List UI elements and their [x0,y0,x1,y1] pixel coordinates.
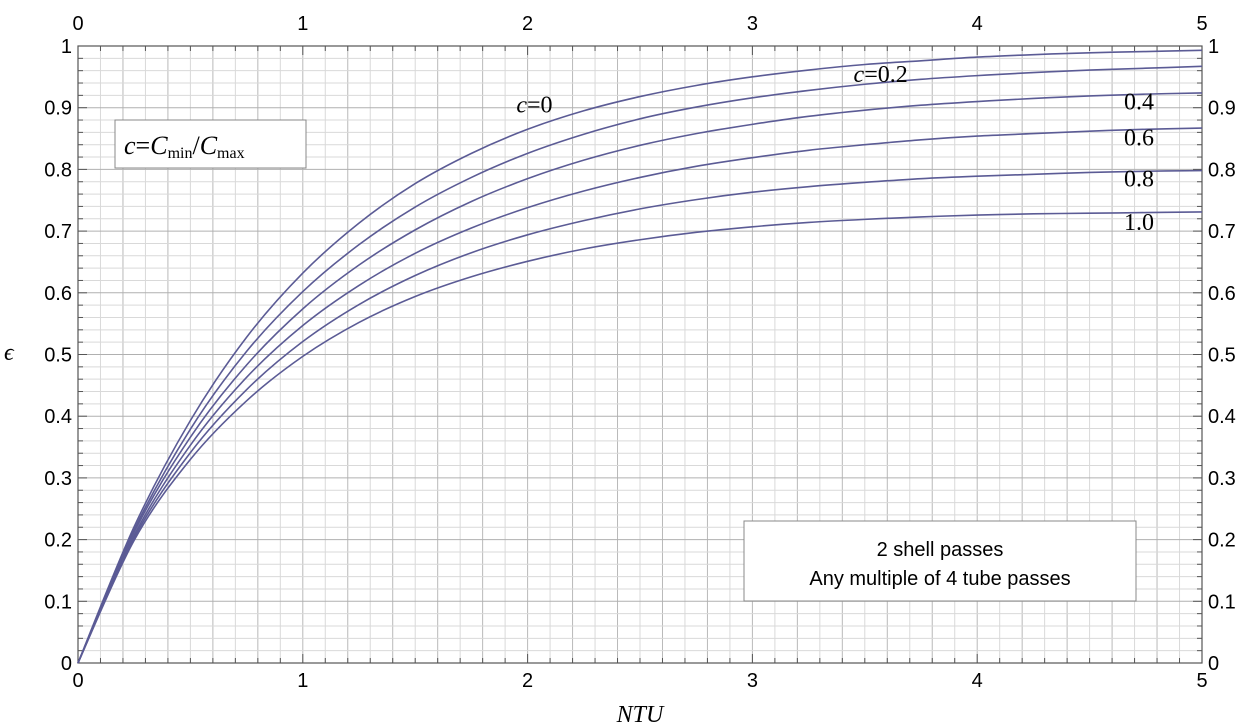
x-tick-label-top: 2 [522,13,533,35]
curve-label-1: c=0.2 [854,62,908,88]
y-tick-label-right: 0.3 [1208,468,1236,490]
x-tick-label-top: 5 [1196,13,1207,35]
formula-box: c=Cmin/Cmax [114,119,307,169]
x-tick-label-top: 3 [747,13,758,35]
y-tick-label-left: 0.4 [44,406,72,428]
curve-label-5: 1.0 [1124,210,1154,236]
curve-series-3 [77,127,1203,664]
y-tick-label-right: 0.5 [1208,345,1236,367]
curve-series-5 [77,211,1203,664]
y-tick-label-right: 0.9 [1208,98,1236,120]
y-tick-label-left: 0.3 [44,468,72,490]
curve-series-0 [77,49,1203,664]
y-tick-label-left: 0.7 [44,221,72,243]
formula-max-sub: max [217,145,245,162]
y-tick-label-right: 0.4 [1208,406,1236,428]
y-tick-label-right: 0.8 [1208,159,1236,181]
passes-line-1: 2 shell passes [877,539,1004,561]
curve-series-4 [77,169,1203,664]
x-tick-label-bottom: 5 [1196,670,1207,692]
x-tick-label-bottom: 4 [972,670,983,692]
x-tick-label-top: 1 [297,13,308,35]
y-tick-label-left: 0.2 [44,530,72,552]
formula-c: c [124,131,136,160]
x-tick-label-bottom: 0 [72,670,83,692]
y-axis-title: ϵ [4,340,15,366]
passes-box: 2 shell passes Any multiple of 4 tube pa… [743,520,1137,602]
y-tick-label-left: 0.8 [44,159,72,181]
y-tick-label-left: 0.9 [44,98,72,120]
curve-label-3: 0.6 [1124,125,1154,151]
curve-label-2: 0.4 [1124,90,1154,116]
formula-min-sub: min [168,145,193,162]
x-tick-label-bottom: 2 [522,670,533,692]
y-tick-label-right: 0.7 [1208,221,1236,243]
curve-label-4: 0.8 [1124,167,1154,193]
curve-series-1 [77,65,1203,664]
x-axis-title: NTU [616,702,665,727]
y-tick-label-right: 0.1 [1208,591,1236,613]
passes-line-2: Any multiple of 4 tube passes [809,568,1070,590]
y-tick-label-left: 0.5 [44,345,72,367]
y-tick-label-left: 0.6 [44,283,72,305]
y-tick-label-right: 0 [1208,653,1219,675]
curve-label-0: c=0 [516,93,552,119]
x-tick-label-bottom: 1 [297,670,308,692]
y-tick-label-left: 1 [61,36,72,58]
curve-series-2 [77,92,1203,664]
x-tick-label-top: 0 [72,13,83,35]
y-tick-label-right: 1 [1208,36,1219,58]
formula-cmin-letter: C [150,131,168,160]
formula-slash: / [192,131,200,160]
y-tick-label-left: 0 [61,653,72,675]
svg-text:c=Cmin/Cmax: c=Cmin/Cmax [124,131,245,162]
plot-frame [77,45,1203,664]
y-tick-label-right: 0.6 [1208,283,1236,305]
x-tick-label-top: 4 [972,13,983,35]
formula-cmax-letter: C [200,131,218,160]
y-tick-label-left: 0.1 [44,591,72,613]
y-tick-label-right: 0.2 [1208,530,1236,552]
formula-equals: = [136,131,151,160]
x-tick-label-bottom: 3 [747,670,758,692]
curves: c=0 c=0.2 0.4 0.6 0.8 1.0 [77,49,1203,664]
